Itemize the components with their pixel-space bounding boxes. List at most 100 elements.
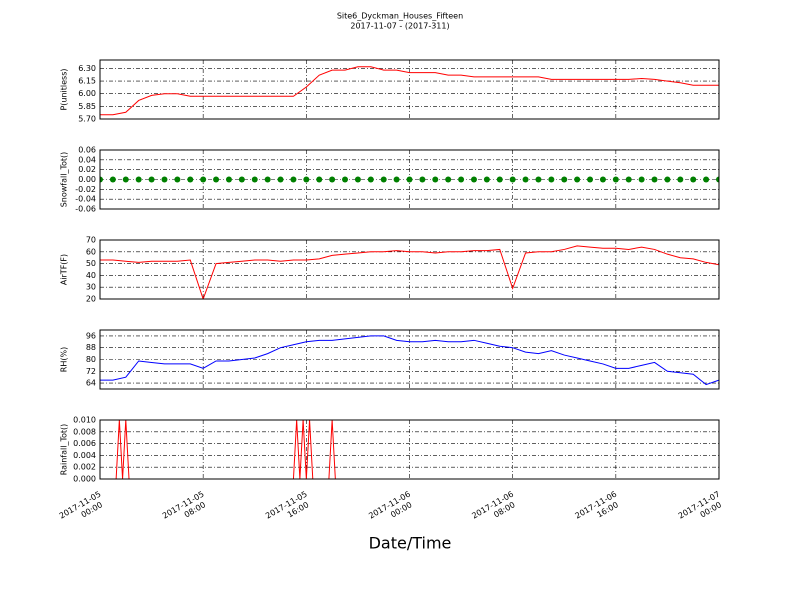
y-axis-title: AirTF(F) [60,254,69,285]
data-point [213,176,220,183]
y-tick-label: -0.04 [75,195,96,204]
data-point [432,176,439,183]
x-axis-title: Date/Time [369,534,452,553]
data-point [100,176,103,183]
y-tick-label: 64 [86,379,96,388]
data-point [316,176,323,183]
data-point [238,176,245,183]
data-point [496,176,503,183]
y-tick-label: 40 [86,271,96,280]
data-line [100,335,719,386]
data-point [470,176,477,183]
data-point [535,176,542,183]
plot-area [100,176,719,183]
data-point [187,176,194,183]
data-point [651,176,658,183]
y-tick-label: 0.010 [73,416,96,425]
data-point [354,176,361,183]
data-point [509,176,516,183]
y-tick-label: 70 [86,236,96,245]
y-tick-label: 0.04 [78,155,96,164]
data-point [277,176,284,183]
data-point [445,176,452,183]
plot-area [100,420,719,479]
data-point [329,176,336,183]
y-tick-label: 60 [86,247,96,256]
data-point [393,176,400,183]
data-point [406,176,413,183]
plot-area [100,66,719,116]
data-point [458,176,465,183]
y-tick-label: 50 [86,259,96,268]
y-tick-label: 6.00 [78,89,96,98]
data-line [100,245,719,299]
data-point [342,176,349,183]
y-axis-title: Snowfall_Tot() [60,152,69,208]
data-point [716,176,719,183]
data-point [522,176,529,183]
data-line [100,420,719,479]
y-tick-label: -0.06 [75,205,96,214]
data-point [148,176,155,183]
axes-frame [99,59,720,120]
y-tick-label: 0.006 [73,439,96,448]
data-point [587,176,594,183]
data-point [561,176,568,183]
y-tick-label: 0.000 [73,475,96,484]
data-point [574,176,581,183]
data-point [419,176,426,183]
data-point [380,176,387,183]
y-tick-label: 0.06 [78,146,96,155]
data-point [612,176,619,183]
axes-frame [99,149,720,210]
chart-subtitle: 2017-11-07 - (2017-311) [350,22,449,31]
y-tick-label: 5.85 [78,102,96,111]
y-tick-label: 72 [86,367,96,376]
y-tick-label: 0.004 [73,451,96,460]
data-point [225,176,232,183]
data-point [251,176,258,183]
data-point [109,176,116,183]
data-point [303,176,310,183]
y-tick-label: 0.00 [78,175,96,184]
y-tick-label: 96 [86,331,96,340]
y-axis-title: Rainfall_Tot() [60,424,69,476]
data-point [290,176,297,183]
axes-frame [99,419,720,480]
y-tick-label: 30 [86,283,96,292]
y-tick-label: 0.002 [73,463,96,472]
data-point [703,176,710,183]
data-point [367,176,374,183]
y-tick-label: 88 [86,343,96,352]
axes-frame [99,329,720,390]
axes-frame [99,239,720,300]
data-point [625,176,632,183]
data-point [677,176,684,183]
data-point [638,176,645,183]
data-point [599,176,606,183]
data-point [122,176,129,183]
y-tick-label: 20 [86,295,96,304]
y-tick-label: 6.15 [78,77,96,86]
data-point [200,176,207,183]
y-axis-title: P(unitless) [60,68,69,110]
data-point [483,176,490,183]
y-tick-label: 5.70 [78,115,96,124]
data-point [664,176,671,183]
y-axis-title: RH(%) [60,347,69,372]
data-point [548,176,555,183]
y-tick-label: -0.02 [75,185,96,194]
y-tick-label: 0.02 [78,165,96,174]
data-point [174,176,181,183]
y-tick-label: 6.30 [78,64,96,73]
data-point [690,176,697,183]
y-tick-label: 80 [86,355,96,364]
y-tick-label: 0.008 [73,427,96,436]
data-line [100,66,719,116]
plot-area [100,335,719,386]
plot-area [100,245,719,299]
chart-title: Site6_Dyckman_Houses_Fifteen [337,12,463,21]
data-point [161,176,168,183]
